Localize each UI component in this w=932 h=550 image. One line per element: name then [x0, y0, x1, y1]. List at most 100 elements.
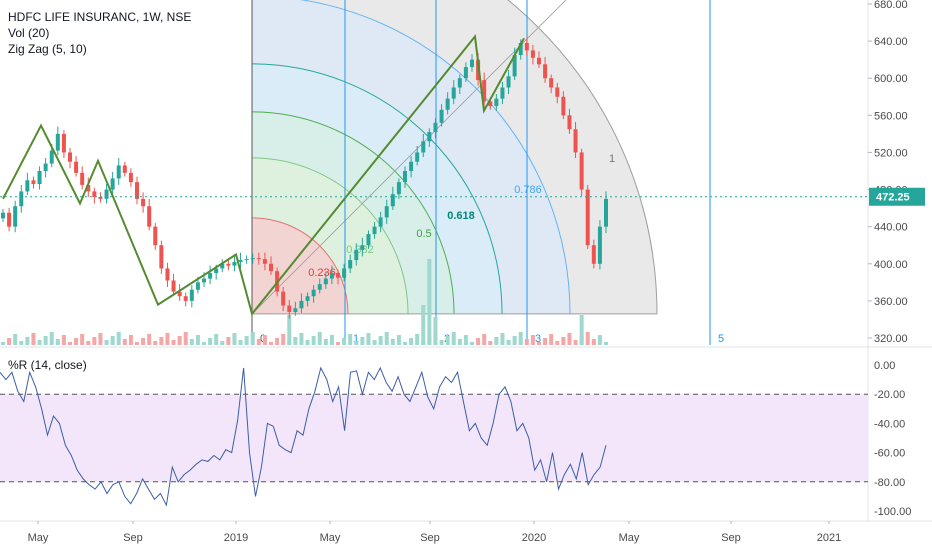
- candle-body: [597, 226, 602, 264]
- candle-body: [226, 263, 231, 266]
- volume-bar: [49, 332, 54, 345]
- candle-body: [506, 76, 511, 88]
- candle-body: [329, 273, 334, 279]
- volume-bar: [287, 315, 292, 345]
- candle-body: [287, 305, 292, 313]
- candle-body: [372, 226, 377, 235]
- volume-bar: [390, 339, 395, 345]
- time-zone-label: 1: [353, 333, 359, 345]
- candle-body: [354, 249, 359, 261]
- candle-body: [543, 64, 548, 79]
- candle-body: [43, 163, 48, 171]
- last-price-badge: [869, 187, 925, 206]
- fib-level-label: 0.618: [447, 210, 475, 222]
- volume-bar: [25, 337, 30, 345]
- fib-level-label: 0.382: [346, 244, 374, 256]
- volume-bar: [183, 332, 188, 345]
- candle-body: [86, 184, 91, 192]
- time-tick-label: May: [28, 532, 49, 544]
- volume-bar: [189, 339, 194, 345]
- volume-bar: [604, 342, 608, 345]
- chart-title: HDFC LIFE INSURANC, 1W, NSE: [8, 10, 192, 24]
- price-tick-label: 640.00: [874, 36, 908, 48]
- volume-bar: [567, 333, 572, 345]
- candle-body: [183, 296, 188, 301]
- candle-body: [445, 98, 450, 110]
- candle-body: [19, 191, 24, 207]
- volume-bar: [317, 332, 322, 345]
- candle-body: [98, 196, 103, 199]
- volume-bar: [244, 336, 249, 345]
- candle-body: [555, 87, 560, 97]
- volume-bar: [433, 317, 438, 345]
- candle-body: [92, 191, 97, 197]
- williams-tick-label: -60.00: [874, 448, 905, 460]
- volume-bar: [98, 333, 103, 345]
- williams-r-line: [0, 366, 607, 507]
- candle-body: [31, 180, 36, 184]
- volume-bar: [135, 342, 139, 345]
- volume-bar: [506, 340, 511, 345]
- candle-body: [80, 172, 85, 185]
- volume-bar: [354, 341, 359, 345]
- volume-bar: [256, 339, 261, 345]
- candle-body: [244, 259, 249, 261]
- time-tick-label: 2019: [224, 532, 248, 544]
- candle-body: [116, 165, 121, 179]
- candle-body: [348, 260, 353, 269]
- last-price-label: 472.25: [876, 192, 910, 204]
- volume-bar: [7, 338, 12, 345]
- candle-body: [37, 171, 42, 184]
- volume-bar: [293, 337, 298, 345]
- candle-body: [415, 152, 420, 162]
- price-tick-label: 600.00: [874, 73, 908, 85]
- candle-body: [537, 57, 541, 65]
- volume-bar: [202, 342, 206, 345]
- candle-body: [122, 165, 127, 173]
- candle-body: [403, 171, 407, 183]
- volume-bar: [141, 338, 146, 345]
- volume-bar: [19, 341, 24, 345]
- volume-bar: [61, 335, 66, 345]
- candle-body: [488, 101, 493, 107]
- volume-bar: [104, 340, 109, 345]
- price-tick-label: 320.00: [874, 333, 908, 345]
- volume-bar: [86, 341, 91, 345]
- volume-bar: [37, 340, 42, 345]
- volume-bar: [537, 342, 541, 345]
- candle-body: [305, 296, 310, 301]
- candle-body: [311, 289, 316, 297]
- volume-bar: [549, 334, 554, 345]
- candle-body: [384, 206, 389, 218]
- candle-body: [269, 263, 273, 272]
- candle-body: [421, 141, 426, 153]
- price-tick-label: 680.00: [874, 0, 908, 11]
- zigzag-line: [2, 33, 525, 317]
- candle-body: [25, 180, 30, 192]
- candle-body: [512, 55, 517, 77]
- williams-r-legend: %R (14, close): [8, 358, 87, 372]
- price-tick-label: 560.00: [874, 110, 908, 122]
- time-tick-label: Sep: [721, 532, 741, 544]
- volume-bar: [427, 259, 432, 345]
- candle-body: [147, 206, 152, 227]
- volume-bar: [421, 305, 426, 345]
- fib-level-label: 0.236: [308, 267, 336, 279]
- volume-bar: [153, 341, 158, 345]
- volume-bar: [74, 338, 79, 345]
- volume-bar: [329, 335, 334, 345]
- williams-tick-label: -100.00: [874, 506, 911, 518]
- candle-body: [141, 198, 146, 207]
- candle-body: [262, 259, 267, 264]
- volume-bar: [159, 337, 164, 345]
- candle-body: [336, 273, 340, 278]
- volume-bar: [275, 338, 280, 345]
- candle-body: [470, 59, 474, 68]
- volume-bar: [232, 333, 237, 345]
- candle-body: [68, 152, 72, 162]
- candle-body: [1, 212, 5, 219]
- volume-bar: [530, 335, 535, 345]
- candle-body: [299, 300, 304, 309]
- volume-bar: [305, 340, 310, 345]
- time-tick-label: 2020: [522, 532, 546, 544]
